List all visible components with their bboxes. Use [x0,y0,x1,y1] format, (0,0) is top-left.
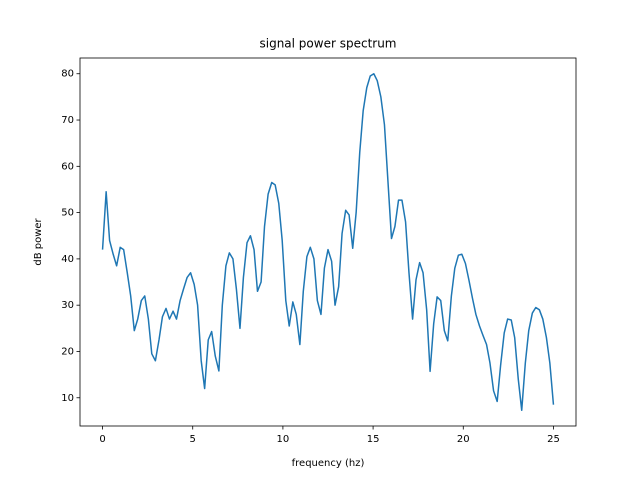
data-line [101,72,555,412]
y-tick-label: 10 [61,393,74,404]
x-tick-label: 20 [457,434,470,445]
x-tick-label: 5 [190,434,196,445]
x-axis-label: frequency (hz) [292,458,365,469]
chart-title: signal power spectrum [260,37,397,51]
y-tick-label: 70 [61,115,74,126]
plot-frame [79,57,577,427]
x-tick-label: 0 [99,434,105,445]
y-tick-label: 30 [61,300,74,311]
y-axis-label: dB power [33,217,44,265]
y-tick-label: 60 [61,161,74,172]
y-tick-label: 40 [61,254,74,265]
y-tick-label: 80 [61,69,74,80]
y-tick-label: 20 [61,346,74,357]
x-tick-label: 25 [547,434,560,445]
y-tick-label: 50 [61,208,74,219]
x-tick-label: 15 [367,434,380,445]
x-tick-label: 10 [277,434,290,445]
